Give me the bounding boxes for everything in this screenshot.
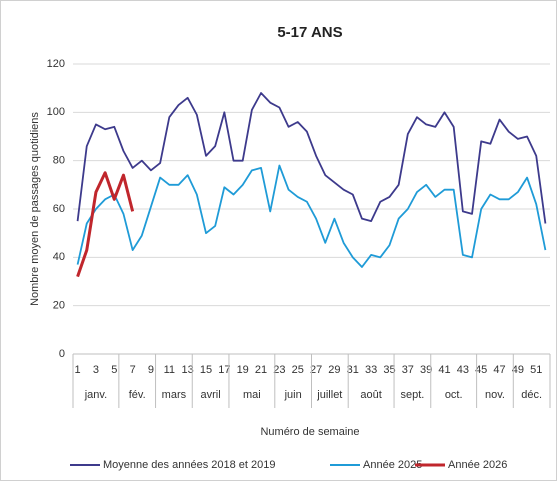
x-tick-label: 7 — [130, 364, 136, 376]
x-tick-label: 5 — [111, 364, 117, 376]
month-label: avril — [201, 389, 221, 401]
x-tick-label: 51 — [530, 364, 542, 376]
x-tick-label: 11 — [164, 364, 175, 376]
x-tick-label: 37 — [402, 364, 414, 376]
month-label: oct. — [445, 389, 463, 401]
series-line — [76, 164, 547, 268]
x-tick-label: 17 — [218, 364, 230, 376]
x-tick-label: 33 — [365, 364, 377, 376]
x-tick-label: 15 — [200, 364, 212, 376]
y-tick-label: 40 — [53, 251, 65, 263]
x-axis-label: Numéro de semaine — [260, 426, 359, 438]
x-tick-label: 29 — [328, 364, 340, 376]
y-tick-label: 20 — [53, 300, 65, 312]
x-tick-label: 21 — [255, 364, 267, 376]
legend-label: Année 2025 — [363, 459, 422, 471]
month-label: juillet — [316, 389, 342, 401]
legend-label: Année 2026 — [448, 459, 507, 471]
x-tick-label: 31 — [347, 364, 359, 376]
x-tick-label: 25 — [292, 364, 304, 376]
y-axis-label: Nombre moyen de passages quotidiens — [29, 112, 41, 306]
y-tick-label: 120 — [47, 58, 65, 70]
series-line — [76, 171, 135, 278]
y-tick-label: 100 — [47, 106, 65, 118]
month-label: août — [360, 389, 381, 401]
x-tick-label: 45 — [475, 364, 487, 376]
legend-label: Moyenne des années 2018 et 2019 — [103, 459, 275, 471]
x-tick-label: 47 — [493, 364, 505, 376]
month-label: fév. — [129, 389, 146, 401]
x-tick-label: 3 — [93, 364, 99, 376]
x-tick-label: 23 — [273, 364, 285, 376]
month-label: mars — [162, 389, 187, 401]
month-label: mai — [243, 389, 261, 401]
month-label: déc. — [521, 389, 542, 401]
x-tick-label: 27 — [310, 364, 322, 376]
y-tick-label: 80 — [53, 155, 65, 167]
x-tick-label: 19 — [237, 364, 249, 376]
month-label: nov. — [485, 389, 505, 401]
x-tick-label: 35 — [383, 364, 395, 376]
y-tick-label: 60 — [53, 203, 65, 215]
x-tick-label: 1 — [75, 364, 81, 376]
month-label: juin — [284, 389, 302, 401]
x-tick-label: 49 — [512, 364, 524, 376]
x-tick-label: 41 — [438, 364, 450, 376]
chart-title: 5-17 ANS — [277, 24, 342, 41]
x-tick-label: 13 — [182, 364, 194, 376]
x-tick-label: 43 — [457, 364, 469, 376]
y-tick-label: 0 — [59, 348, 65, 360]
series-line — [76, 92, 547, 224]
month-label: sept. — [400, 389, 424, 401]
x-tick-label: 39 — [420, 364, 432, 376]
x-tick-label: 9 — [148, 364, 154, 376]
month-label: janv. — [84, 389, 107, 401]
